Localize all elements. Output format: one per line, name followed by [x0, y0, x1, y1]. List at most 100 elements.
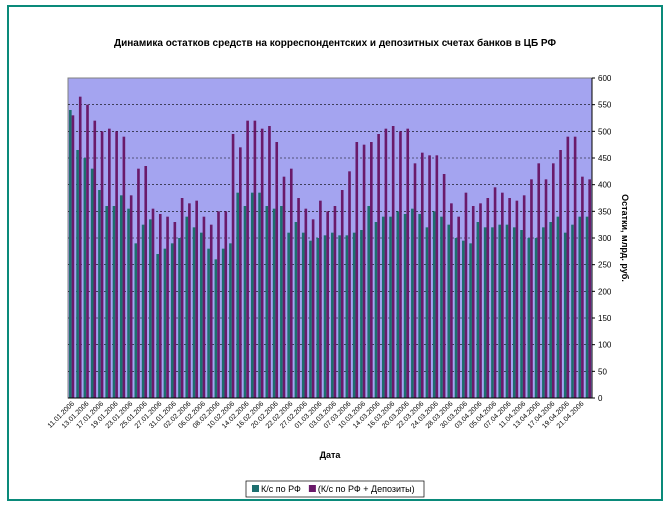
bar — [345, 235, 349, 398]
bar — [491, 227, 494, 398]
bar — [185, 216, 189, 398]
bar — [158, 214, 162, 398]
bar — [493, 187, 497, 398]
bar — [90, 168, 94, 398]
bar — [275, 142, 279, 398]
bar — [141, 224, 145, 398]
legend-box — [245, 480, 425, 498]
bar — [360, 230, 363, 398]
bar — [578, 216, 582, 398]
bar — [418, 214, 421, 398]
bar — [166, 216, 169, 398]
bar — [498, 224, 502, 398]
bar — [250, 192, 254, 398]
bar — [585, 216, 589, 398]
bar — [508, 198, 511, 398]
bar — [338, 235, 341, 398]
bar — [447, 224, 451, 398]
bar — [479, 203, 482, 398]
bar — [340, 190, 344, 398]
bar — [105, 206, 109, 398]
bar — [384, 128, 388, 398]
bar — [377, 134, 380, 398]
y-tick-label: 200 — [598, 287, 612, 296]
bar — [471, 206, 475, 398]
legend-swatch — [252, 485, 259, 492]
bar — [163, 248, 167, 398]
legend: К/с по РФ (К/с по РФ + Депозиты) — [245, 480, 425, 498]
bar — [326, 211, 329, 398]
bar — [454, 238, 458, 398]
bar — [588, 179, 591, 398]
bar — [486, 198, 490, 398]
bar — [265, 206, 269, 398]
bar — [403, 214, 407, 398]
bar — [200, 232, 203, 398]
bar — [563, 232, 567, 398]
y-tick-label: 100 — [598, 341, 612, 350]
bar — [129, 195, 133, 398]
y-tick-label: 50 — [598, 367, 607, 376]
bar — [217, 211, 220, 398]
bar — [243, 206, 247, 398]
bar — [362, 144, 366, 398]
bar — [566, 136, 570, 398]
bar — [71, 115, 75, 398]
bar — [236, 192, 240, 398]
bar — [464, 192, 468, 398]
bar — [370, 142, 373, 398]
bar — [195, 200, 198, 398]
bar — [108, 128, 111, 398]
bar — [98, 190, 101, 398]
bar — [188, 203, 191, 398]
bar — [170, 243, 174, 398]
bar — [571, 224, 574, 398]
bar — [442, 174, 446, 398]
bar — [537, 163, 541, 398]
bar — [425, 227, 429, 398]
bar — [462, 240, 465, 398]
bar — [76, 150, 79, 398]
bar — [581, 176, 584, 398]
bar — [551, 163, 555, 398]
bar — [304, 208, 308, 398]
bar — [253, 120, 257, 399]
bar — [440, 216, 443, 398]
bar — [420, 152, 424, 398]
bar — [282, 176, 286, 398]
legend-label: К/с по РФ — [261, 484, 301, 494]
bar — [515, 200, 519, 398]
bar — [207, 248, 210, 398]
bar — [483, 227, 487, 398]
bar — [178, 238, 181, 398]
y-axis-label: Остатки, млрд. руб. — [620, 194, 630, 282]
bar — [309, 240, 312, 398]
bar — [367, 206, 371, 398]
bar — [258, 192, 261, 398]
bar — [93, 120, 97, 399]
bar — [469, 243, 472, 398]
bar — [301, 232, 305, 398]
bar — [112, 206, 116, 398]
y-tick-label: 500 — [598, 127, 612, 136]
bar — [556, 216, 560, 398]
bar — [530, 179, 533, 398]
y-tick-label: 150 — [598, 314, 612, 323]
bar — [396, 211, 400, 398]
bar — [457, 216, 460, 398]
bar — [549, 222, 552, 398]
bar — [192, 227, 196, 398]
bar — [544, 179, 548, 398]
legend-label: (К/с по РФ + Депозиты) — [318, 484, 415, 494]
bar — [297, 198, 300, 398]
bar — [323, 235, 327, 398]
bar — [149, 219, 152, 398]
bar — [122, 136, 126, 398]
bar — [69, 110, 72, 398]
bar — [381, 216, 385, 398]
bar — [391, 126, 395, 398]
bar — [83, 158, 87, 398]
bar — [156, 254, 159, 398]
bar — [432, 211, 436, 398]
bar — [399, 131, 402, 399]
